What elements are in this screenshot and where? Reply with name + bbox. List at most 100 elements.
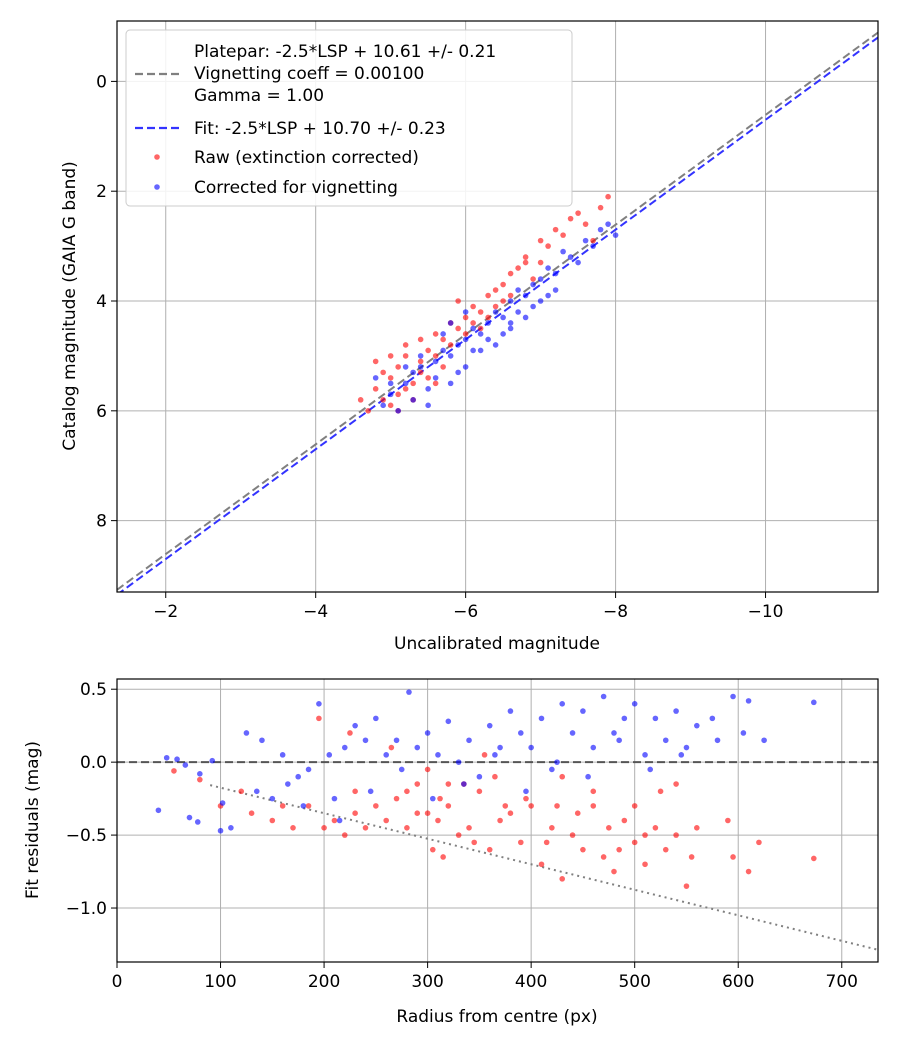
bottom-corrected-point (305, 766, 312, 773)
bottom-corrected-point (740, 730, 747, 736)
bottom-x-tick-label: 100 (204, 972, 236, 992)
top-raw-point (545, 243, 551, 249)
bottom-raw-point (590, 788, 597, 795)
top-raw-point (462, 331, 469, 337)
top-raw-point (500, 298, 506, 304)
top-corrected-point (477, 347, 484, 354)
bottom-corrected-point (554, 759, 560, 765)
bottom-raw-point (321, 824, 327, 831)
bottom-raw-point (383, 817, 389, 824)
legend-corrected-marker (154, 184, 160, 190)
bottom-raw-point (725, 817, 731, 824)
bottom-raw-point (507, 810, 514, 817)
top-raw-point (425, 375, 431, 381)
bottom-raw-point (811, 855, 817, 862)
top-corrected-point (567, 254, 574, 260)
bottom-corrected-point (209, 757, 216, 764)
top-raw-point (560, 232, 566, 238)
top-raw-point (417, 369, 424, 376)
bottom-raw-point (238, 788, 245, 795)
top-corrected-point (522, 292, 529, 299)
bottom-raw-point (437, 795, 443, 802)
bottom-raw-point (611, 868, 617, 875)
bottom-corrected-point (285, 781, 291, 787)
top-corrected-point (575, 259, 581, 266)
top-corrected-point (417, 353, 424, 359)
bottom-corrected-point (585, 773, 591, 780)
bottom-y-tick-label: −0.5 (66, 826, 107, 846)
bottom-raw-point (652, 824, 659, 831)
bottom-raw-point (424, 810, 431, 817)
top-raw-point (605, 193, 611, 200)
bottom-y-ticks: 0.5 0.0 −0.5 −1.0 (66, 680, 117, 919)
legend-raw-label: Raw (extinction corrected) (194, 148, 419, 168)
bottom-raw-point (517, 839, 524, 846)
top-raw-point (470, 320, 476, 326)
top-corrected-point (530, 303, 536, 310)
bottom-corrected-point (217, 827, 224, 834)
bottom-raw-point (171, 768, 177, 774)
top-raw-point (387, 402, 394, 409)
bottom-x-tick-label: 500 (618, 972, 650, 992)
top-x-tick-label: −6 (453, 602, 478, 622)
bottom-raw-point (543, 839, 550, 846)
bottom-raw-point (631, 803, 638, 809)
top-raw-point (470, 303, 476, 310)
bottom-y-tick-label: 0.0 (80, 753, 107, 773)
bottom-raw-point (445, 781, 452, 787)
top-y-tick-label: 6 (96, 402, 107, 422)
top-raw-point (387, 375, 394, 381)
bottom-corrected-point (424, 730, 431, 736)
bottom-corrected-point (647, 766, 654, 773)
bottom-corrected-point (730, 693, 736, 700)
top-corrected-point (605, 221, 611, 227)
bottom-corrected-point (580, 708, 586, 714)
bottom-raw-point (269, 817, 276, 824)
bottom-corrected-point (611, 730, 617, 736)
top-raw-point (492, 287, 499, 293)
top-corrected-point (477, 331, 484, 337)
top-raw-point (357, 397, 364, 403)
bottom-raw-point (538, 861, 545, 868)
top-corrected-point (545, 265, 551, 271)
legend-fit-label: Fit: -2.5*LSP + 10.70 +/- 0.23 (194, 119, 446, 139)
top-corrected-point (402, 364, 409, 370)
bottom-corrected-point (662, 737, 669, 744)
bottom-raw-point (455, 832, 462, 838)
bottom-raw-point (631, 839, 638, 846)
bottom-corrected-point (642, 752, 648, 758)
bottom-corrected-point (243, 730, 250, 736)
top-corrected-point (590, 243, 596, 249)
bottom-raw-point (429, 846, 436, 853)
top-corrected-point (507, 320, 514, 326)
top-plot-frame (116, 20, 879, 593)
top-raw-point (432, 380, 439, 387)
bottom-corrected-point (194, 819, 201, 825)
bottom-raw-point (554, 803, 560, 809)
bottom-raw-point (445, 803, 452, 809)
top-corrected-point (537, 298, 544, 304)
top-raw-point (477, 325, 484, 332)
bottom-corrected-point (590, 744, 597, 751)
bottom-corrected-point (163, 754, 170, 761)
top-raw-point (515, 265, 521, 271)
legend-corrected-label: Corrected for vignetting (194, 178, 398, 198)
bottom-corrected-point (761, 737, 767, 744)
bottom-raw-point (362, 824, 369, 831)
bottom-corrected-point (414, 744, 421, 751)
bottom-corrected-point (745, 698, 752, 704)
top-raw-point (395, 391, 401, 398)
top-corrected-point (455, 369, 461, 376)
top-raw-point (380, 369, 386, 376)
top-raw-point (380, 397, 386, 403)
bottom-raw-point (290, 824, 296, 831)
top-raw-point (447, 342, 454, 348)
top-corrected-point (545, 292, 551, 299)
bottom-raw-point (745, 868, 752, 875)
bottom-corrected-point (600, 693, 607, 700)
top-chart: −2 −4 −6 −8 −10 0 2 4 6 8 Uncalibrated magnitude… (60, 20, 879, 654)
bottom-x-tick-label: 400 (515, 972, 547, 992)
bottom-raw-point (606, 824, 612, 831)
bottom-raw-point (569, 832, 576, 838)
bottom-raw-point (730, 854, 736, 860)
